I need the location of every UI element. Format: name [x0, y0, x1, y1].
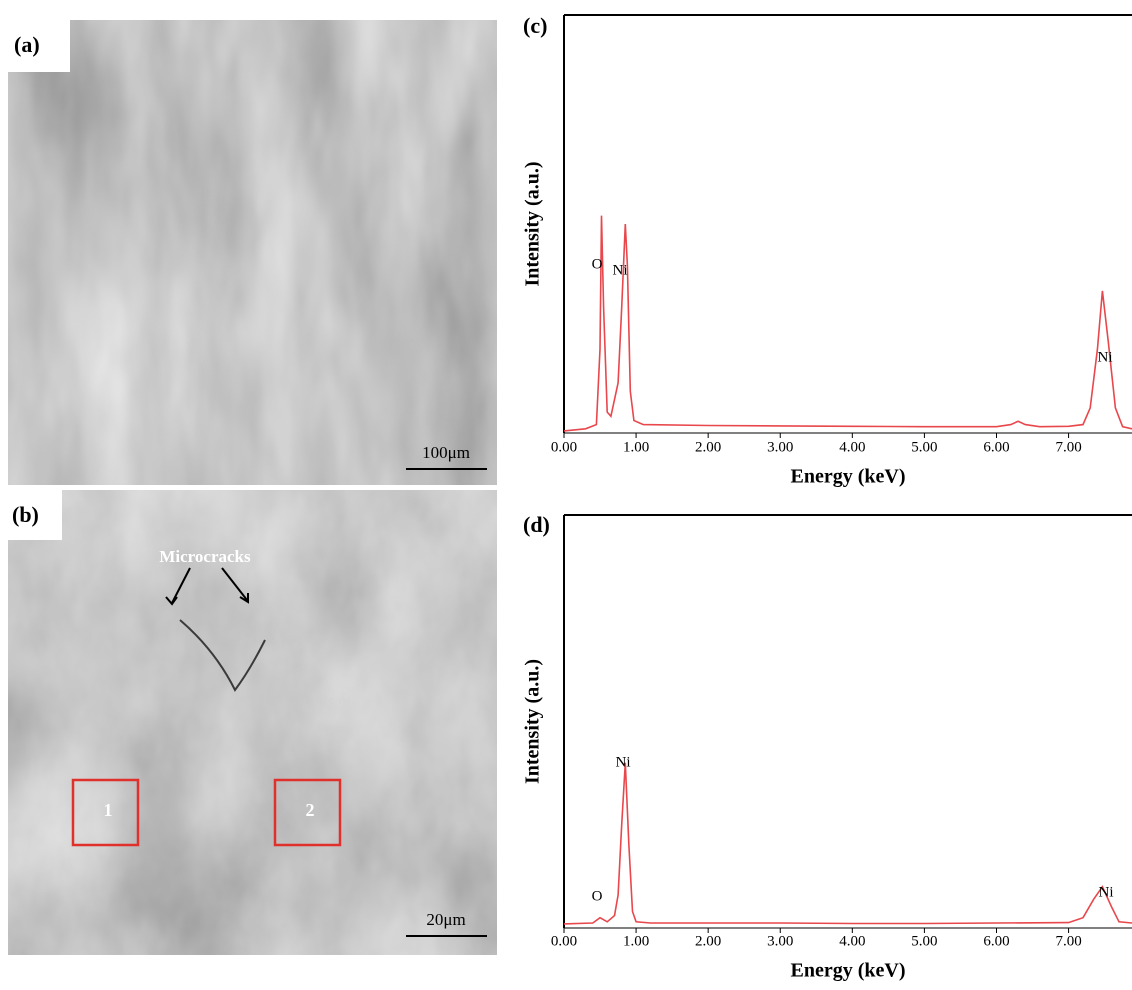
annotation: Microcracks — [159, 547, 251, 566]
x-tick-label: 1.00 — [623, 439, 649, 455]
x-tick-label: 7.00 — [1055, 439, 1081, 455]
x-axis-label: Energy (keV) — [791, 466, 906, 488]
x-tick-label: 0.00 — [551, 933, 577, 949]
x-tick-label: 5.00 — [911, 439, 937, 455]
x-tick-label: 6.00 — [983, 933, 1009, 949]
region-label: 2 — [306, 800, 315, 820]
spectrum-line — [564, 216, 1132, 431]
x-tick-label: 0.00 — [551, 439, 577, 455]
scale-text: 100μm — [422, 443, 470, 462]
sem-image — [8, 490, 497, 955]
x-axis-label: Energy (keV) — [791, 960, 906, 982]
y-axis-label: Intensity (a.u.) — [522, 659, 544, 784]
figure: (a) 100μm (b) Microcracks 1 2 20μm 0.00 1… — [0, 0, 1132, 985]
panel-label: (b) — [12, 502, 39, 527]
peak-label: O — [592, 888, 603, 904]
y-axis-label: Intensity (a.u.) — [522, 161, 544, 286]
peak-label: Ni — [1099, 884, 1114, 900]
x-tick-label: 5.00 — [911, 933, 937, 949]
sem-image — [8, 20, 497, 485]
scale-text: 20μm — [426, 910, 465, 929]
x-tick-label: 4.00 — [839, 933, 865, 949]
x-tick-label: 7.00 — [1055, 933, 1081, 949]
panel-label: (c) — [523, 13, 547, 38]
region-label: 1 — [104, 800, 113, 820]
panel-label: (d) — [523, 512, 550, 537]
peak-label: O — [592, 256, 603, 272]
x-tick-label: 6.00 — [983, 439, 1009, 455]
x-tick-label: 3.00 — [767, 439, 793, 455]
spectrum-line — [564, 763, 1132, 924]
x-tick-label: 2.00 — [695, 439, 721, 455]
x-tick-label: 1.00 — [623, 933, 649, 949]
panel-label: (a) — [14, 32, 40, 57]
x-tick-label: 4.00 — [839, 439, 865, 455]
peak-label: Ni — [616, 754, 631, 770]
x-tick-label: 3.00 — [767, 933, 793, 949]
x-tick-label: 2.00 — [695, 933, 721, 949]
peak-label: Ni — [613, 262, 628, 278]
peak-label: Ni — [1098, 349, 1113, 365]
